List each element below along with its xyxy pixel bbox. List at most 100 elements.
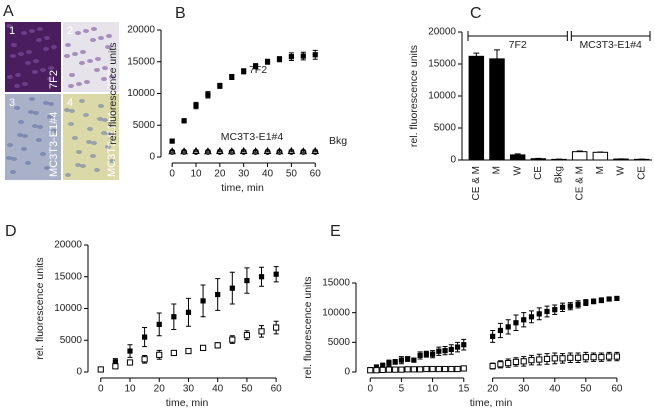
bar [592,151,609,161]
marker [181,148,188,155]
marker [551,355,558,362]
cell [105,45,111,49]
marker [559,355,566,362]
marker [171,314,177,320]
x-tick-label: 10 [427,384,439,395]
marker [185,347,192,355]
cell [14,84,20,88]
marker [312,148,319,155]
cell [95,57,101,61]
marker [251,147,260,155]
cell [11,43,17,47]
x-tick-label: 10 [190,169,202,180]
x-axis-title: time, min [166,397,209,409]
marker [141,356,148,363]
cell [6,24,12,28]
error-bar [576,150,583,152]
marker [199,344,207,351]
marker [528,314,535,320]
y-tick-label: 10000 [127,88,155,99]
bar [509,154,526,161]
marker [216,148,223,155]
cell [105,145,111,149]
x-tick-label: 30 [183,384,195,395]
marker [192,146,200,154]
marker [442,348,448,354]
cell [48,66,54,70]
x-tick-label: 20 [214,169,226,180]
marker [512,358,520,366]
marker [312,52,318,58]
cell [76,82,82,86]
y-tick-label: 10000 [428,91,456,102]
x-tick-label: 15 [458,384,470,395]
marker [287,146,296,154]
cell [69,109,75,113]
y-axis-title: rel. fluorescence units [107,42,119,144]
group-label: 7F2 [509,39,527,51]
marker [244,277,250,284]
cell [33,59,39,63]
y-tick-label: 15000 [127,56,155,67]
marker [264,148,271,155]
marker [613,353,620,360]
panel-label: E [330,223,341,240]
marker [460,365,467,372]
cell [80,164,86,168]
marker [543,355,551,363]
x-tick-label: 10 [124,384,136,395]
cell [94,168,100,172]
marker [567,354,574,361]
panel-label: D [5,223,17,240]
cell [32,70,38,74]
marker [582,354,589,361]
marker [385,366,393,373]
y-tick-label: 10000 [54,303,82,314]
cell [106,132,112,136]
group-bracket [570,31,651,41]
cell [109,159,115,163]
marker [429,365,436,373]
marker [300,148,307,155]
y-tick-label: 15000 [54,271,82,282]
image-caption: MC3T3-E1#4 [106,112,118,177]
marker [227,147,236,155]
marker [112,359,118,365]
marker [379,366,386,374]
group-bracket [467,31,568,41]
cell [29,29,35,33]
marker [489,362,496,370]
marker [392,366,399,373]
cell [72,136,78,140]
marker [575,301,581,307]
marker [423,365,430,373]
cell [101,77,107,81]
marker [216,146,224,154]
x-tick-label: CE & M [471,166,482,200]
cell [43,101,49,105]
marker [497,327,504,334]
cell [79,61,85,65]
marker [229,336,236,343]
cell [87,59,93,63]
y-tick-label: 15000 [428,59,456,70]
cell [75,163,81,167]
marker [598,297,604,303]
marker [454,365,461,373]
marker [574,354,582,361]
marker [229,74,235,80]
marker [204,147,212,155]
marker [373,367,380,374]
micrograph [63,94,119,180]
marker [193,102,199,109]
cell [51,129,57,133]
cell [17,133,23,137]
image-caption: MC3T3-E1#4 [48,112,60,177]
marker [214,342,221,349]
cell [29,97,35,101]
cell [109,75,115,79]
x-tick-label: 60 [611,384,623,395]
image-number: 3 [9,97,15,109]
y-tick-label: 0 [450,155,456,166]
